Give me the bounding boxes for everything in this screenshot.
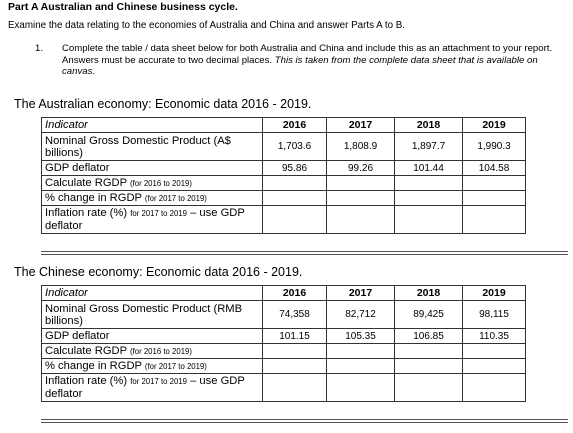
china-table: Indicator 2016 2017 2018 2019 Nominal Gr… [41, 285, 526, 402]
row-label-note: (for 2017 to 2019) [144, 193, 207, 203]
input-cell[interactable] [394, 175, 463, 191]
input-cell[interactable] [462, 190, 526, 206]
part-title: Part A Australian and Chinese business c… [8, 1, 238, 13]
row-label-note: (for 2017 to 2019) [144, 361, 207, 371]
table-row: Nominal Gross Domestic Product (A$ billi… [41, 132, 526, 161]
input-cell[interactable] [394, 190, 463, 206]
table-row: Calculate RGDP (for 2016 to 2019) [41, 175, 526, 191]
cell: 1,703.6 [262, 132, 327, 161]
input-cell[interactable] [326, 343, 395, 359]
row-label: % change in RGDP (for 2017 to 2019) [41, 190, 263, 206]
row-label-text: % change in RGDP [45, 191, 142, 204]
row-label-suffix: – use GDP deflator [45, 207, 245, 232]
question-note: This is taken from the complete data she… [62, 54, 538, 78]
row-label-text: Inflation rate (%) [45, 207, 128, 219]
input-cell[interactable] [262, 175, 327, 191]
table-header-row: Indicator 2016 2017 2018 2019 [41, 117, 526, 133]
year-header: 2019 [462, 117, 526, 133]
china-caption: The Chinese economy: Economic data 2016 … [14, 265, 303, 279]
input-cell[interactable] [326, 190, 395, 206]
table-row: GDP deflator 101.15 105.35 106.85 110.35 [41, 328, 526, 344]
cell: 101.44 [394, 160, 463, 176]
input-cell[interactable] [462, 343, 526, 359]
cell: 89,425 [394, 300, 463, 329]
row-label-suffix: – use GDP deflator [45, 375, 245, 400]
table-row: Inflation rate (%) for 2017 to 2019 – us… [41, 373, 526, 402]
input-cell[interactable] [462, 205, 526, 234]
question-body: Complete the table / data sheet below fo… [62, 43, 553, 66]
row-label: Nominal Gross Domestic Product (RMB bill… [41, 300, 263, 329]
input-cell[interactable] [394, 358, 463, 374]
input-cell[interactable] [394, 343, 463, 359]
year-header: 2019 [462, 285, 526, 301]
cell: 1,990.3 [462, 132, 526, 161]
cell: 106.85 [394, 328, 463, 344]
year-header: 2017 [326, 117, 395, 133]
cell: 98,115 [462, 300, 526, 329]
question-text: Complete the table / data sheet below fo… [62, 43, 562, 78]
input-cell[interactable] [262, 190, 327, 206]
input-cell[interactable] [262, 373, 327, 402]
australia-table: Indicator 2016 2017 2018 2019 Nominal Gr… [41, 117, 526, 234]
row-label-note: for 2017 to 2019 [130, 209, 187, 218]
table-row: Inflation rate (%) for 2017 to 2019 – us… [41, 205, 526, 234]
input-cell[interactable] [394, 205, 463, 234]
cell: 1,808.9 [326, 132, 395, 161]
cell: 82,712 [326, 300, 395, 329]
cell: 95.86 [262, 160, 327, 176]
input-cell[interactable] [326, 205, 395, 234]
input-cell[interactable] [462, 373, 526, 402]
row-label-note: for 2017 to 2019 [130, 377, 187, 386]
row-label-text: Inflation rate (%) [45, 375, 128, 387]
input-cell[interactable] [262, 205, 327, 234]
table-row: % change in RGDP (for 2017 to 2019) [41, 190, 526, 206]
cell: 99.26 [326, 160, 395, 176]
row-label-note: (for 2016 to 2019) [129, 178, 192, 188]
input-cell[interactable] [394, 373, 463, 402]
indicator-header: Indicator [41, 285, 263, 301]
input-cell[interactable] [326, 373, 395, 402]
row-label-text: Calculate RGDP [45, 176, 127, 189]
cell: 74,358 [262, 300, 327, 329]
row-label: Calculate RGDP (for 2016 to 2019) [41, 175, 263, 191]
row-label: Nominal Gross Domestic Product (A$ billi… [41, 132, 263, 161]
year-header: 2016 [262, 117, 327, 133]
table-header-row: Indicator 2016 2017 2018 2019 [41, 285, 526, 301]
intro-text: Examine the data relating to the economi… [8, 20, 406, 31]
year-header: 2016 [262, 285, 327, 301]
table-divider [41, 251, 568, 255]
table-row: Nominal Gross Domestic Product (RMB bill… [41, 300, 526, 329]
row-label: GDP deflator [41, 328, 263, 344]
input-cell[interactable] [462, 175, 526, 191]
year-header: 2018 [394, 117, 463, 133]
row-label: Calculate RGDP (for 2016 to 2019) [41, 343, 263, 359]
cell: 105.35 [326, 328, 395, 344]
row-label: GDP deflator [41, 160, 263, 176]
cell: 101.15 [262, 328, 327, 344]
cell: 1,897.7 [394, 132, 463, 161]
input-cell[interactable] [262, 358, 327, 374]
cell: 104.58 [462, 160, 526, 176]
row-label: Inflation rate (%) for 2017 to 2019 – us… [41, 205, 263, 234]
row-label-text: Calculate RGDP [45, 344, 127, 357]
input-cell[interactable] [326, 175, 395, 191]
table-row: GDP deflator 95.86 99.26 101.44 104.58 [41, 160, 526, 176]
table-row: Calculate RGDP (for 2016 to 2019) [41, 343, 526, 359]
input-cell[interactable] [462, 358, 526, 374]
table-row: % change in RGDP (for 2017 to 2019) [41, 358, 526, 374]
year-header: 2017 [326, 285, 395, 301]
cell: 110.35 [462, 328, 526, 344]
indicator-header: Indicator [41, 117, 263, 133]
row-label-text: % change in RGDP [45, 359, 142, 372]
australia-caption: The Australian economy: Economic data 20… [14, 97, 312, 111]
row-label-note: (for 2016 to 2019) [129, 346, 192, 356]
input-cell[interactable] [262, 343, 327, 359]
row-label: Inflation rate (%) for 2017 to 2019 – us… [41, 373, 263, 402]
input-cell[interactable] [326, 358, 395, 374]
row-label: % change in RGDP (for 2017 to 2019) [41, 358, 263, 374]
year-header: 2018 [394, 285, 463, 301]
question-number: 1. [35, 43, 44, 54]
table-divider [41, 419, 568, 423]
